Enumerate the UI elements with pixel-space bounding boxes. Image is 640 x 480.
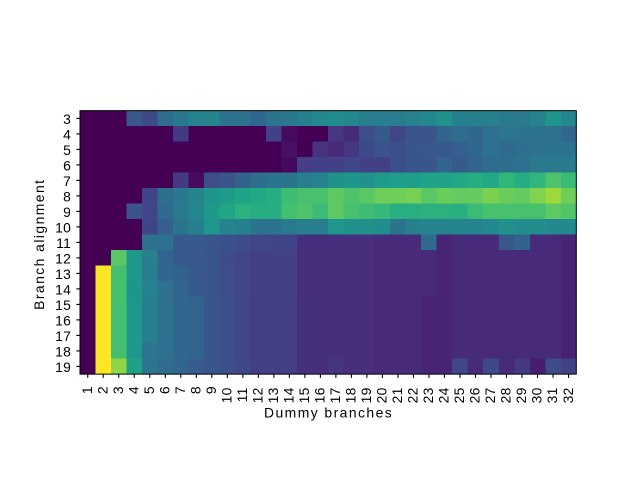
svg-text:6: 6 [157, 386, 173, 394]
svg-text:10: 10 [219, 387, 235, 403]
svg-text:32: 32 [560, 387, 576, 403]
svg-text:2: 2 [94, 386, 110, 394]
svg-text:6: 6 [63, 158, 71, 174]
svg-text:12: 12 [250, 387, 266, 403]
svg-text:18: 18 [343, 387, 359, 403]
svg-text:13: 13 [265, 387, 281, 403]
svg-text:30: 30 [529, 387, 545, 403]
svg-text:29: 29 [513, 387, 529, 403]
svg-text:26: 26 [467, 387, 483, 403]
svg-text:8: 8 [63, 189, 71, 205]
svg-text:19: 19 [55, 359, 71, 375]
svg-text:20: 20 [374, 387, 390, 403]
svg-text:27: 27 [482, 387, 498, 403]
svg-text:Branch alignment: Branch alignment [31, 179, 47, 310]
svg-text:23: 23 [420, 387, 436, 403]
svg-text:15: 15 [55, 297, 71, 313]
svg-text:9: 9 [63, 204, 71, 220]
svg-text:7: 7 [172, 386, 188, 394]
svg-text:4: 4 [125, 386, 141, 394]
svg-text:13: 13 [55, 266, 71, 282]
svg-text:3: 3 [63, 111, 71, 127]
svg-text:12: 12 [55, 251, 71, 267]
svg-text:7: 7 [63, 173, 71, 189]
svg-text:22: 22 [405, 387, 421, 403]
svg-text:18: 18 [55, 344, 71, 360]
svg-text:28: 28 [498, 387, 514, 403]
svg-text:5: 5 [63, 142, 71, 158]
svg-text:1: 1 [79, 386, 95, 394]
svg-text:17: 17 [55, 328, 71, 344]
svg-text:24: 24 [436, 387, 452, 403]
svg-text:14: 14 [55, 282, 71, 298]
svg-text:Dummy branches: Dummy branches [264, 404, 393, 420]
svg-text:10: 10 [55, 220, 71, 236]
svg-text:31: 31 [544, 387, 560, 403]
svg-text:8: 8 [188, 386, 204, 394]
svg-text:16: 16 [312, 387, 328, 403]
svg-text:5: 5 [141, 386, 157, 394]
svg-text:4: 4 [63, 127, 71, 143]
svg-text:14: 14 [281, 387, 297, 403]
svg-text:16: 16 [55, 313, 71, 329]
svg-text:11: 11 [56, 235, 71, 251]
svg-text:17: 17 [327, 387, 343, 403]
svg-text:19: 19 [358, 387, 374, 403]
svg-text:25: 25 [451, 387, 467, 403]
svg-text:3: 3 [110, 386, 126, 394]
svg-text:11: 11 [234, 387, 250, 402]
svg-text:9: 9 [203, 386, 219, 394]
svg-text:21: 21 [389, 387, 405, 403]
svg-text:15: 15 [296, 387, 312, 403]
